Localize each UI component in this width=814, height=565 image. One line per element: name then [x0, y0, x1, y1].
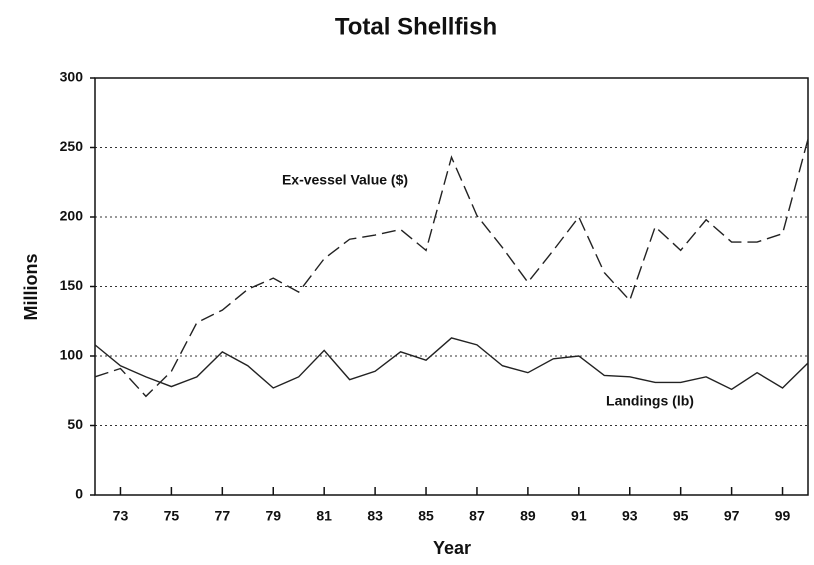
x-tick-label: 89	[520, 508, 536, 524]
y-tick-label: 100	[60, 347, 84, 363]
y-tick-label: 0	[75, 486, 83, 502]
x-tick-label: 85	[418, 508, 434, 524]
x-axis-label: Year	[433, 538, 471, 558]
x-tick-label: 73	[113, 508, 129, 524]
x-tick-label: 95	[673, 508, 689, 524]
x-tick-label: 83	[367, 508, 383, 524]
x-tick-label: 93	[622, 508, 638, 524]
y-tick-label: 200	[60, 208, 84, 224]
series-line	[94, 138, 809, 398]
x-tick-label: 99	[775, 508, 791, 524]
x-tick-label: 87	[469, 508, 485, 524]
x-tick-label: 97	[724, 508, 740, 524]
y-axis-label: Millions	[21, 254, 41, 321]
y-tick-label: 150	[60, 277, 84, 293]
y-tick-label: 50	[67, 416, 83, 432]
series-label: Landings (lb)	[606, 393, 694, 409]
x-tick-label: 91	[571, 508, 587, 524]
x-tick-label: 79	[265, 508, 281, 524]
x-tick-label: 81	[316, 508, 332, 524]
x-tick-label: 77	[215, 508, 231, 524]
chart-title: Total Shellfish	[335, 13, 497, 40]
series-line	[94, 337, 809, 391]
y-tick-label: 250	[60, 138, 84, 154]
plot-frame	[94, 77, 809, 496]
y-tick-label: 300	[60, 69, 84, 85]
x-tick-label: 75	[164, 508, 180, 524]
series-label: Ex-vessel Value ($)	[282, 172, 408, 188]
